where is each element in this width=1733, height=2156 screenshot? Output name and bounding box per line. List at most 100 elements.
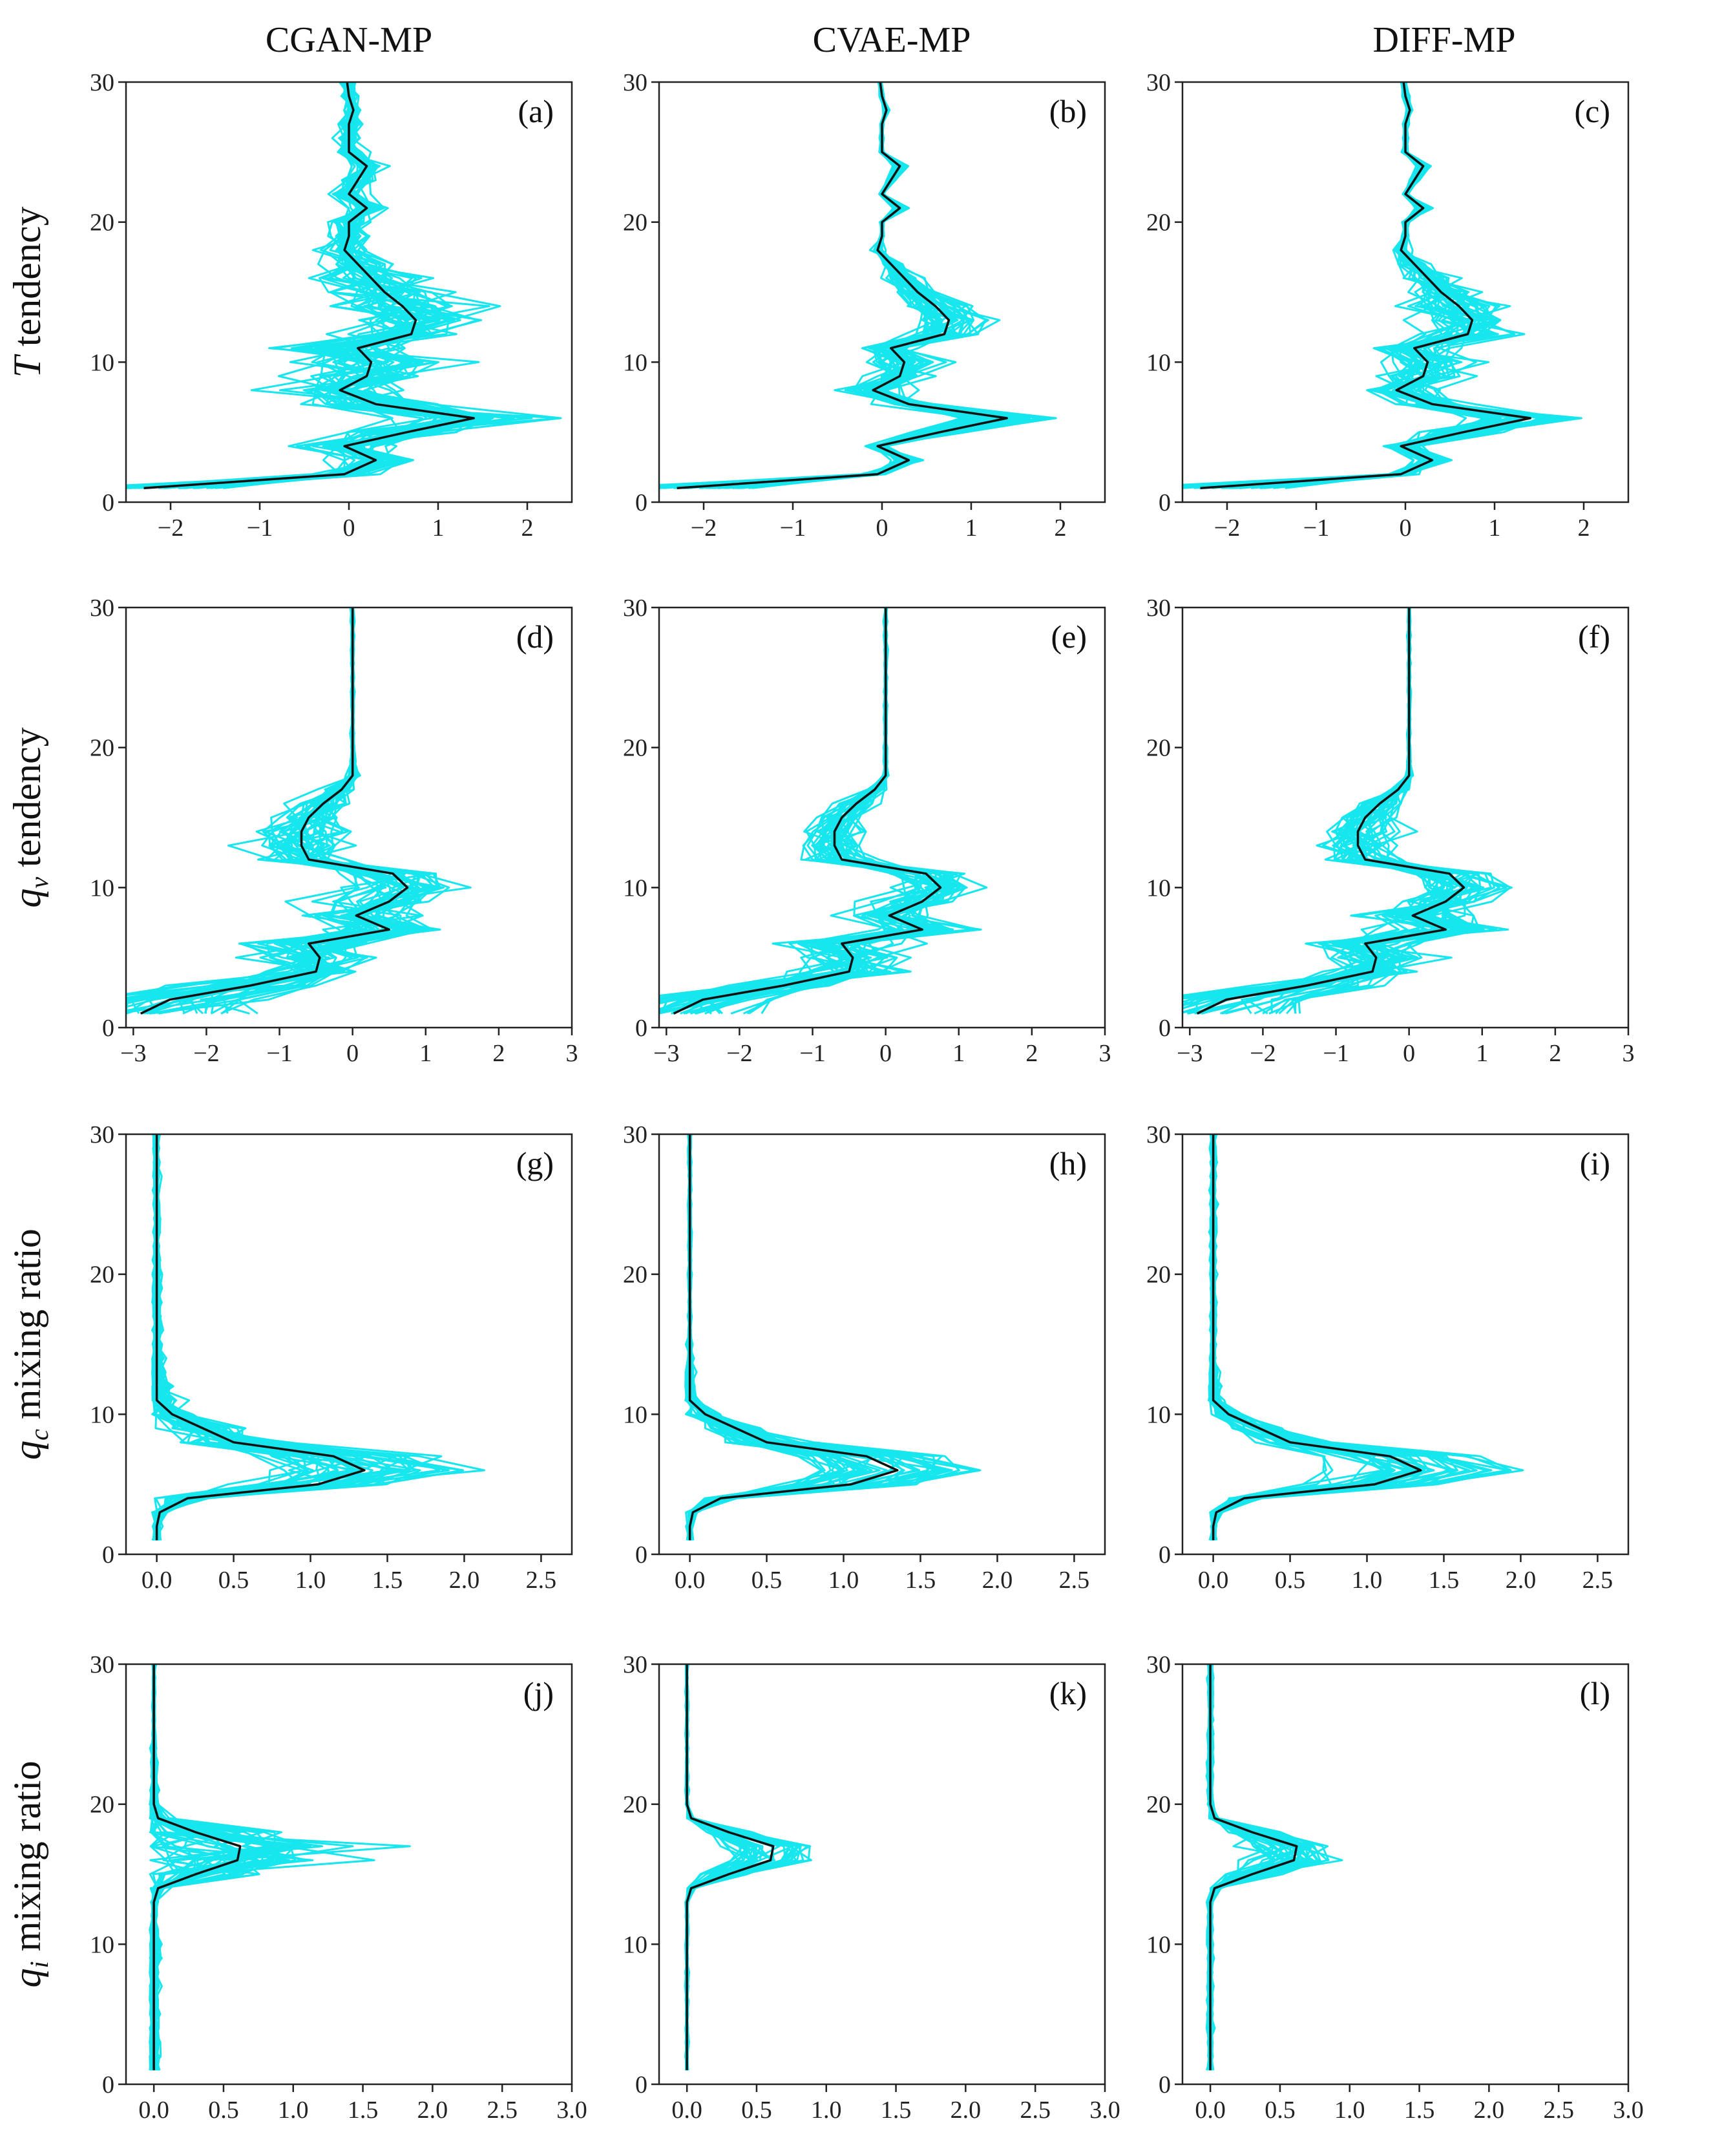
x-tick-label: −3: [120, 1040, 146, 1067]
row-label-symbol: T: [6, 354, 48, 377]
panel-k: 0 10 20 30 0.0 0.5 1.0 1.5 2.0 2.5 3.0 (k): [623, 1651, 1120, 2124]
ensemble-member-line: [151, 1134, 314, 1541]
ensemble-member-line: [659, 608, 978, 1000]
ensemble-member-line: [126, 608, 426, 997]
y-tick-label: 20: [1146, 735, 1171, 762]
ensemble-member-line: [1182, 82, 1575, 488]
row-label-text: tendency: [6, 727, 48, 877]
x-tick-label: −2: [1214, 514, 1240, 542]
y-tick-label: 30: [623, 69, 647, 96]
panel-label: (k): [1049, 1675, 1087, 1711]
plot-area: [659, 82, 1057, 490]
ensemble-member-line: [126, 608, 422, 995]
plot-area: [126, 608, 472, 1015]
y-tick-label: 20: [1146, 209, 1171, 237]
ensemble-member-line: [659, 608, 961, 1011]
x-tick-label: 0.0: [671, 2097, 702, 2124]
y-tick-label: 10: [90, 349, 114, 376]
y-tick-label: 10: [623, 349, 647, 376]
ensemble-member-line: [126, 608, 441, 999]
plot-area: [1182, 82, 1582, 490]
y-tick-label: 0: [1159, 1015, 1171, 1042]
x-tick-label: 1: [1476, 1040, 1488, 1067]
ensemble-member-line: [1182, 608, 1501, 1009]
row-label-3: qi mixing ratio: [6, 1760, 54, 1987]
y-tick-label: 30: [90, 69, 114, 96]
y-tick-label: 10: [1146, 874, 1171, 902]
x-tick-label: −1: [1303, 514, 1329, 542]
x-tick-label: 3.0: [1089, 2097, 1120, 2124]
row-label-symbol: q: [6, 1441, 48, 1460]
x-tick-label: 2.0: [417, 2097, 448, 2124]
x-tick-label: 1.5: [348, 2097, 379, 2124]
panel-g: 0 10 20 30 0.0 0.5 1.0 1.5 2.0 2.5 (g): [90, 1121, 573, 1594]
panel-c: 0 10 20 30 −2 −1 0 1 2 (c): [1146, 69, 1630, 542]
ensemble-member-line: [659, 608, 945, 1013]
ensemble-member-line: [147, 82, 513, 489]
ensemble-member-line: [1208, 1134, 1512, 1541]
y-tick-label: 0: [635, 489, 647, 516]
x-tick-label: 0: [346, 1040, 359, 1067]
column-title-cgan: CGAN-MP: [266, 20, 432, 60]
ensemble-member-line: [151, 1134, 310, 1541]
x-tick-label: 3.0: [556, 2097, 587, 2124]
reference-line: [677, 82, 1008, 490]
reference-line: [143, 82, 475, 490]
y-tick-label: 30: [623, 1651, 647, 1678]
plot-area: [1205, 1664, 1343, 2071]
x-tick-label: 2: [492, 1040, 505, 1067]
ensemble-member-line: [1182, 608, 1511, 998]
x-tick-label: 3: [566, 1040, 578, 1067]
y-tick-label: 20: [90, 735, 114, 762]
y-tick-label: 10: [623, 1931, 647, 1958]
axes-frame: [125, 606, 573, 1029]
x-tick-label: 2.5: [1020, 2097, 1051, 2124]
ensemble-member-line: [151, 1134, 464, 1541]
column-title-cvae: CVAE-MP: [813, 20, 971, 60]
panel-label: (b): [1049, 93, 1087, 129]
x-tick-label: 2.5: [1543, 2097, 1574, 2124]
x-tick-label: −1: [799, 1040, 825, 1067]
x-tick-label: 1: [965, 514, 978, 542]
x-tick-label: 0.5: [1275, 1567, 1306, 1594]
ensemble-member-line: [152, 1134, 308, 1541]
ensemble-member-line: [683, 82, 1007, 489]
x-tick-label: 0: [1400, 514, 1412, 542]
panel-l: 0 10 20 30 0.0 0.5 1.0 1.5 2.0 2.5 3.0 (l): [1146, 1651, 1644, 2124]
reference-line: [1196, 608, 1465, 1015]
panel-i: 0 10 20 30 0.0 0.5 1.0 1.5 2.0 2.5 (i): [1146, 1121, 1630, 1594]
panel-label: (c): [1575, 93, 1611, 129]
x-tick-label: 0.5: [751, 1567, 782, 1594]
panel-label: (g): [516, 1145, 554, 1181]
ensemble-member-line: [126, 608, 441, 999]
ensemble-member-line: [1188, 608, 1485, 1015]
reference-line: [155, 1134, 366, 1541]
x-tick-label: 2.0: [982, 1567, 1013, 1594]
panel-label: (e): [1051, 618, 1087, 655]
ensemble-member-line: [151, 1134, 339, 1541]
x-tick-label: 2: [1549, 1040, 1561, 1067]
x-tick-label: −3: [653, 1040, 679, 1067]
ensemble-member-line: [126, 608, 434, 1000]
ensemble-member-line: [151, 1134, 303, 1541]
ensemble-member-line: [684, 1134, 835, 1541]
axes-frame: [658, 1133, 1106, 1556]
panel-label: (h): [1049, 1145, 1087, 1181]
x-tick-label: 1.0: [295, 1567, 326, 1594]
plot-area: [1182, 608, 1513, 1015]
x-tick-label: 2.5: [526, 1567, 557, 1594]
y-tick-label: 0: [102, 1015, 114, 1042]
y-tick-label: 10: [623, 874, 647, 902]
plot-area: [684, 1134, 982, 1541]
ensemble-member-line: [659, 608, 954, 1000]
x-tick-label: −3: [1177, 1040, 1203, 1067]
row-label-subscript: c: [25, 1429, 54, 1441]
y-tick-label: 30: [623, 1121, 647, 1148]
x-tick-label: 1.0: [1352, 1567, 1383, 1594]
ensemble-member-line: [126, 608, 434, 1000]
ensemble-member-line: [733, 82, 981, 489]
axes-frame: [125, 1663, 573, 2086]
ensemble-member-line: [126, 608, 426, 1003]
x-tick-label: 0.5: [218, 1567, 249, 1594]
panel-a: 0 10 20 30 −2 −1 0 1 2 (a): [90, 69, 573, 542]
